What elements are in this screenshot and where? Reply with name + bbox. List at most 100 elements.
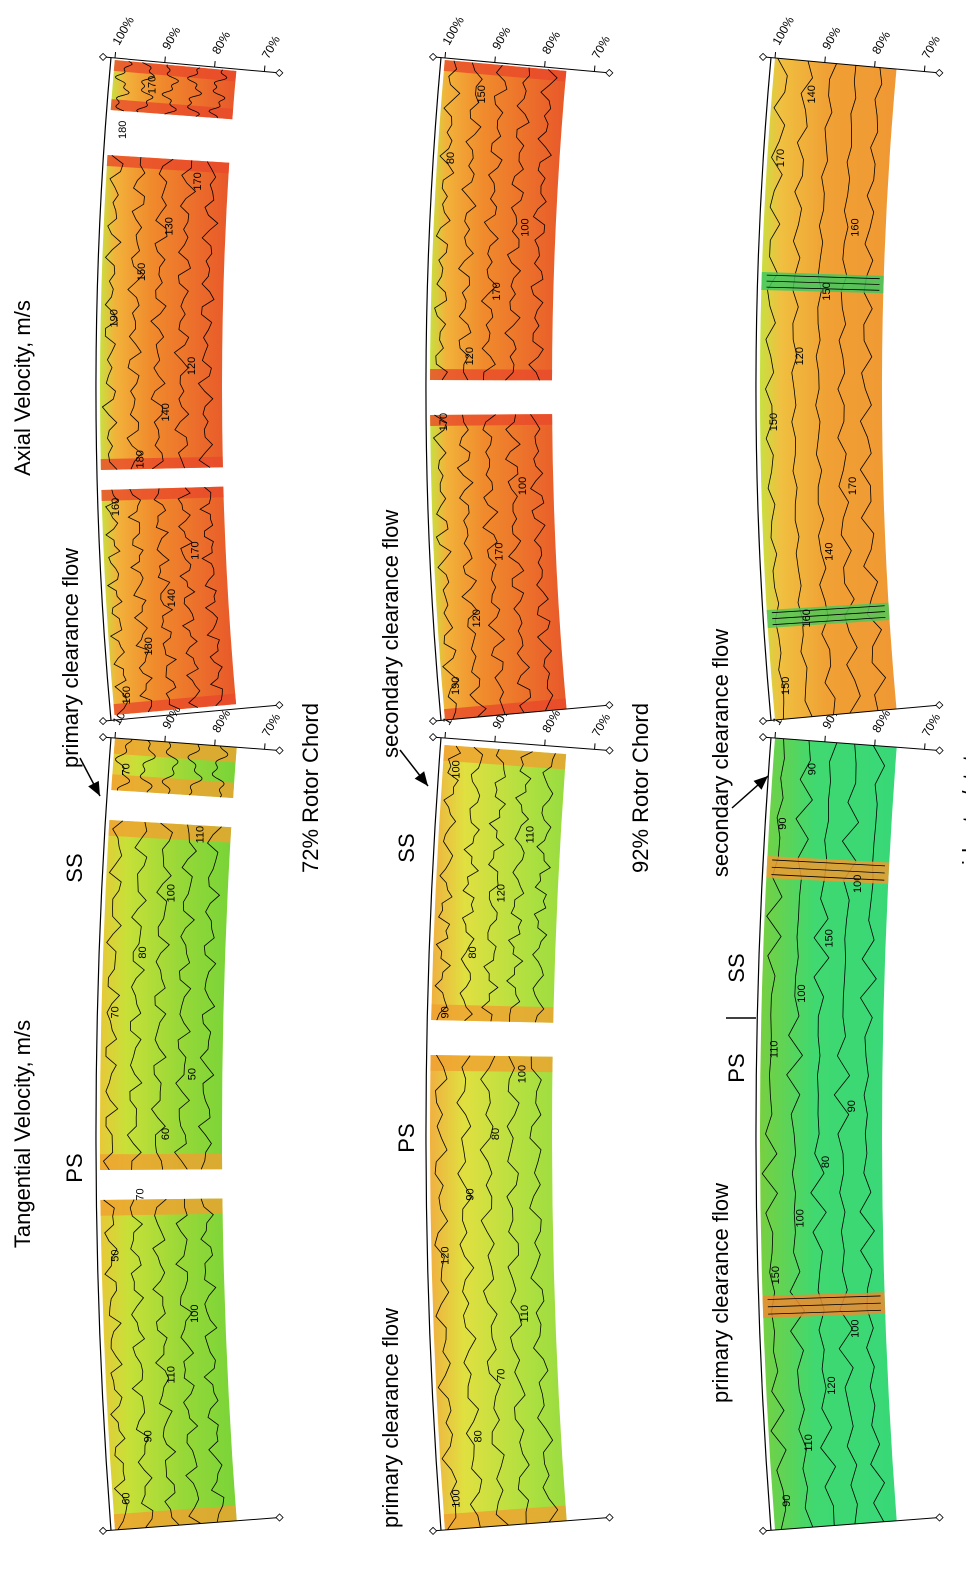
radial-tick-label: 100% bbox=[769, 14, 797, 48]
contour-label: 70 bbox=[134, 1188, 146, 1200]
row-label: 72% Rotor Chord bbox=[298, 703, 323, 873]
contour-label: 120 bbox=[471, 609, 483, 627]
radial-tick bbox=[924, 66, 925, 72]
row-label: 92% Rotor Chord bbox=[628, 703, 653, 873]
radial-tick-label: 70% bbox=[919, 33, 943, 61]
axis-end-marker bbox=[936, 747, 943, 754]
contour-label: 100 bbox=[517, 477, 529, 495]
edge-band bbox=[100, 1154, 222, 1170]
axis-end-marker bbox=[276, 1514, 283, 1521]
radial-tick-label: 90% bbox=[489, 24, 513, 52]
contour-label: 90 bbox=[807, 763, 819, 775]
contour-label: 70 bbox=[496, 1369, 508, 1381]
contour-label: 110 bbox=[166, 1366, 178, 1384]
contour-label: 110 bbox=[769, 1041, 781, 1059]
contour-label: 120 bbox=[496, 884, 508, 902]
axis-end-marker bbox=[276, 747, 283, 754]
contour-label: 120 bbox=[464, 347, 476, 365]
radial-tick bbox=[495, 57, 496, 63]
axis-end-marker bbox=[760, 718, 767, 725]
contour-label: 160 bbox=[110, 498, 122, 516]
contour-label: 90 bbox=[439, 1006, 451, 1018]
axis-end-marker bbox=[99, 734, 106, 741]
contour-label: 120 bbox=[439, 1246, 451, 1264]
contour-label: 140 bbox=[166, 589, 178, 607]
axis-end-marker bbox=[759, 1527, 766, 1534]
radial-tick-label: 100% bbox=[439, 14, 467, 48]
axis-end-marker bbox=[99, 1527, 106, 1534]
contour-label: 90 bbox=[464, 1188, 476, 1200]
contour-label: 100 bbox=[189, 1305, 201, 1323]
radial-tick bbox=[115, 52, 116, 58]
contour-label: 170 bbox=[494, 543, 506, 561]
radial-tick-label: 70% bbox=[259, 33, 283, 61]
contour-label: 150 bbox=[821, 282, 833, 300]
radial-tick bbox=[264, 66, 265, 72]
axis-end-marker bbox=[430, 718, 437, 725]
contour-label: 80 bbox=[820, 1156, 832, 1168]
contour-label: 190 bbox=[109, 309, 121, 327]
contour-label: 100 bbox=[852, 875, 864, 893]
radial-tick bbox=[875, 61, 876, 67]
radial-tick-label: 90% bbox=[159, 24, 183, 52]
panel-title: Axial Velocity, m/s bbox=[10, 300, 35, 476]
contour-label: 180 bbox=[143, 637, 155, 655]
contour-label: 140 bbox=[824, 543, 836, 561]
contour-label: 100 bbox=[795, 1209, 807, 1227]
contour-label: 80 bbox=[473, 1430, 485, 1442]
radial-tick bbox=[825, 57, 826, 63]
contour-label: 120 bbox=[826, 1376, 838, 1394]
contour-label: 170 bbox=[847, 477, 859, 495]
annotation: primary clearance flow bbox=[58, 548, 83, 768]
contour-label: 100 bbox=[850, 1319, 862, 1337]
axis-end-marker bbox=[606, 69, 613, 76]
contour-label: 150 bbox=[770, 1266, 782, 1284]
contour-label: 50 bbox=[109, 1250, 121, 1262]
contour-label: 150 bbox=[136, 263, 148, 281]
arrow-head bbox=[88, 781, 100, 796]
edge-band bbox=[430, 369, 552, 380]
contour-label: 120 bbox=[794, 347, 806, 365]
radial-tick-label: 70% bbox=[589, 711, 613, 739]
annotation: SS bbox=[62, 853, 87, 882]
radial-tick bbox=[445, 52, 446, 58]
contour-label: 190 bbox=[450, 677, 462, 695]
panel-title: Tangential Velocity, m/s bbox=[10, 1020, 35, 1248]
contour-label: 170 bbox=[438, 413, 450, 431]
contour-label: 140 bbox=[806, 85, 818, 103]
radial-tick bbox=[215, 61, 216, 67]
contour-label: 110 bbox=[525, 826, 537, 844]
radial-tick bbox=[165, 57, 166, 63]
annotation: primary clearance flow bbox=[378, 1308, 403, 1528]
contour-field bbox=[100, 1199, 236, 1531]
radial-tick-label: 90% bbox=[819, 24, 843, 52]
contour-label: 110 bbox=[195, 826, 207, 844]
contour-label: 170 bbox=[147, 76, 159, 94]
contour-label: 170 bbox=[192, 172, 204, 190]
contour-label: 90 bbox=[777, 817, 789, 829]
axis-end-marker bbox=[429, 734, 436, 741]
contour-label: 100 bbox=[451, 760, 463, 778]
contour-label: 60 bbox=[121, 1492, 133, 1504]
annotation: PS bbox=[724, 1053, 749, 1082]
axis-end-marker bbox=[276, 69, 283, 76]
contour-label: 160 bbox=[121, 686, 133, 704]
contour-label: 160 bbox=[801, 609, 813, 627]
axis-end-marker bbox=[936, 1514, 943, 1521]
contour-label: 170 bbox=[491, 282, 503, 300]
contour-label: 130 bbox=[164, 217, 176, 235]
annotation: primary clearance flow bbox=[708, 1183, 733, 1403]
contour-label: 80 bbox=[467, 946, 479, 958]
radial-tick-label: 80% bbox=[869, 29, 893, 57]
axis-end-marker bbox=[430, 53, 437, 60]
annotation: SS bbox=[394, 833, 419, 862]
contour-label: 80 bbox=[490, 1128, 502, 1140]
contour-label: 150 bbox=[780, 677, 792, 695]
contour-label: 100 bbox=[166, 884, 178, 902]
axis-end-marker bbox=[606, 1514, 613, 1521]
axis-end-marker bbox=[606, 747, 613, 754]
axis-end-marker bbox=[760, 53, 767, 60]
contour-label: 100 bbox=[451, 1489, 463, 1507]
axis-end-marker bbox=[936, 69, 943, 76]
